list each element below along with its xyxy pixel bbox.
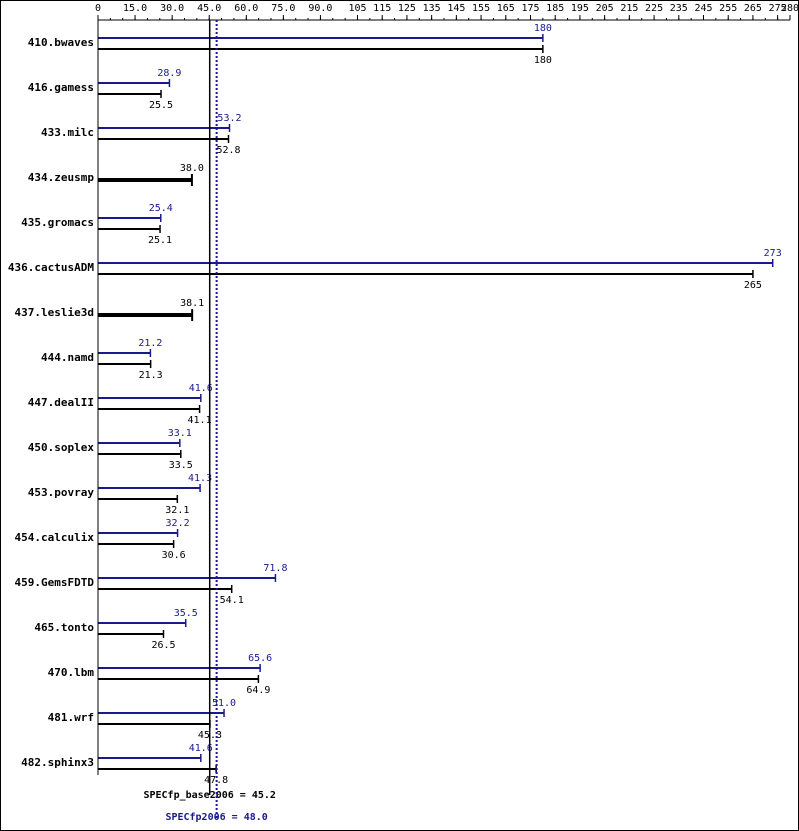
category-label: 459.GemsFDTD <box>15 576 95 589</box>
category-label: 416.gamess <box>28 81 94 94</box>
value-label: 41.6 <box>189 743 213 754</box>
value-label: 32.1 <box>165 505 189 516</box>
value-label: 25.5 <box>149 100 173 111</box>
value-label: 21.2 <box>138 338 162 349</box>
x-tick-label: 115 <box>373 3 391 14</box>
category-label: 437.leslie3d <box>15 306 94 319</box>
value-label: 26.5 <box>151 640 175 651</box>
x-tick-label: 255 <box>719 3 737 14</box>
value-label: 30.6 <box>162 550 186 561</box>
reference-label: SPECfp_base2006 = 45.2 <box>143 790 275 801</box>
value-label: 38.1 <box>180 298 204 309</box>
category-label: 453.povray <box>28 486 95 499</box>
x-tick-label: 155 <box>472 3 490 14</box>
category-label: 433.milc <box>41 126 94 139</box>
x-tick-label: 225 <box>645 3 663 14</box>
x-tick-label: 280 <box>781 3 799 14</box>
category-label: 410.bwaves <box>28 36 94 49</box>
x-tick-label: 45.0 <box>197 3 221 14</box>
value-label: 180 <box>534 23 552 34</box>
x-tick-label: 175 <box>521 3 539 14</box>
x-tick-label: 105 <box>348 3 366 14</box>
x-tick-label: 245 <box>694 3 712 14</box>
category-label: 470.lbm <box>48 666 95 679</box>
x-tick-label: 30.0 <box>160 3 184 14</box>
value-label: 41.6 <box>189 383 213 394</box>
value-label: 71.8 <box>263 563 287 574</box>
category-label: 436.cactusADM <box>8 261 94 274</box>
value-label: 35.5 <box>174 608 198 619</box>
value-label: 52.8 <box>216 145 240 156</box>
x-tick-label: 90.0 <box>308 3 332 14</box>
x-tick-label: 235 <box>670 3 688 14</box>
value-label: 180 <box>534 55 552 66</box>
category-label: 465.tonto <box>34 621 94 634</box>
x-tick-label: 135 <box>423 3 441 14</box>
value-label: 38.0 <box>180 163 204 174</box>
x-tick-label: 60.0 <box>234 3 258 14</box>
value-label: 25.4 <box>149 203 173 214</box>
category-label: 482.sphinx3 <box>21 756 94 769</box>
x-tick-label: 265 <box>744 3 762 14</box>
category-label: 435.gromacs <box>21 216 94 229</box>
x-tick-label: 275 <box>769 3 787 14</box>
x-tick-label: 165 <box>497 3 515 14</box>
category-label: 444.namd <box>41 351 94 364</box>
category-label: 447.dealII <box>28 396 94 409</box>
category-label: 454.calculix <box>15 531 95 544</box>
x-tick-label: 185 <box>546 3 564 14</box>
category-label: 450.soplex <box>28 441 95 454</box>
value-label: 25.1 <box>148 235 172 246</box>
category-label: 434.zeusmp <box>28 171 95 184</box>
reference-label: SPECfp2006 = 48.0 <box>165 812 267 823</box>
x-tick-label: 205 <box>596 3 614 14</box>
category-label: 481.wrf <box>48 711 94 724</box>
value-label: 33.1 <box>168 428 192 439</box>
value-label: 32.2 <box>166 518 190 529</box>
value-label: 65.6 <box>248 653 272 664</box>
x-tick-label: 145 <box>447 3 465 14</box>
value-label: 41.1 <box>188 415 212 426</box>
value-label: 21.3 <box>139 370 163 381</box>
value-label: 53.2 <box>217 113 241 124</box>
x-tick-label: 125 <box>398 3 416 14</box>
value-label: 41.3 <box>188 473 212 484</box>
value-label: 33.5 <box>169 460 193 471</box>
value-label: 54.1 <box>220 595 244 606</box>
value-label: 28.9 <box>157 68 181 79</box>
value-label: 273 <box>764 248 782 259</box>
x-tick-label: 215 <box>620 3 638 14</box>
value-label: 51.0 <box>212 698 236 709</box>
value-label: 265 <box>744 280 762 291</box>
x-tick-label: 0 <box>95 3 101 14</box>
value-label: 64.9 <box>246 685 270 696</box>
x-tick-label: 195 <box>571 3 589 14</box>
x-tick-label: 15.0 <box>123 3 147 14</box>
x-tick-label: 75.0 <box>271 3 295 14</box>
